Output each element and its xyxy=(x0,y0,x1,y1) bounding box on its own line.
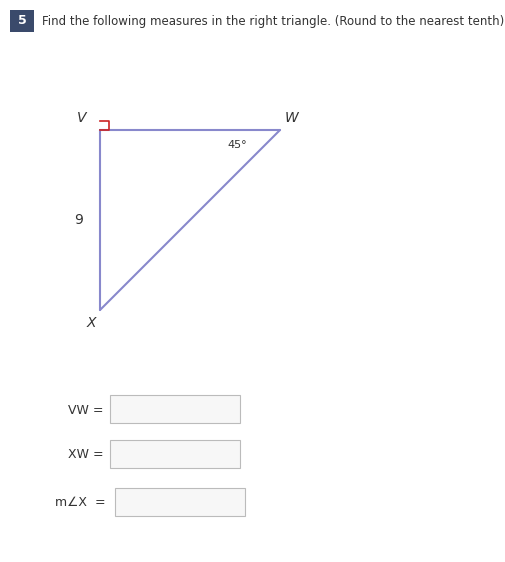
Bar xyxy=(10,10,34,32)
Text: m∠X  =: m∠X = xyxy=(55,496,106,509)
Text: 5: 5 xyxy=(18,15,26,28)
Text: VW =: VW = xyxy=(68,404,104,416)
Text: XW =: XW = xyxy=(68,448,104,461)
Text: 9: 9 xyxy=(74,213,83,227)
Bar xyxy=(110,440,239,468)
Bar xyxy=(115,488,244,516)
Bar xyxy=(110,395,239,423)
Text: 45°: 45° xyxy=(227,140,246,150)
Text: X: X xyxy=(86,316,95,330)
Text: V: V xyxy=(77,111,86,125)
Text: W: W xyxy=(284,111,298,125)
Text: Find the following measures in the right triangle. (Round to the nearest tenth).: Find the following measures in the right… xyxy=(42,15,505,28)
